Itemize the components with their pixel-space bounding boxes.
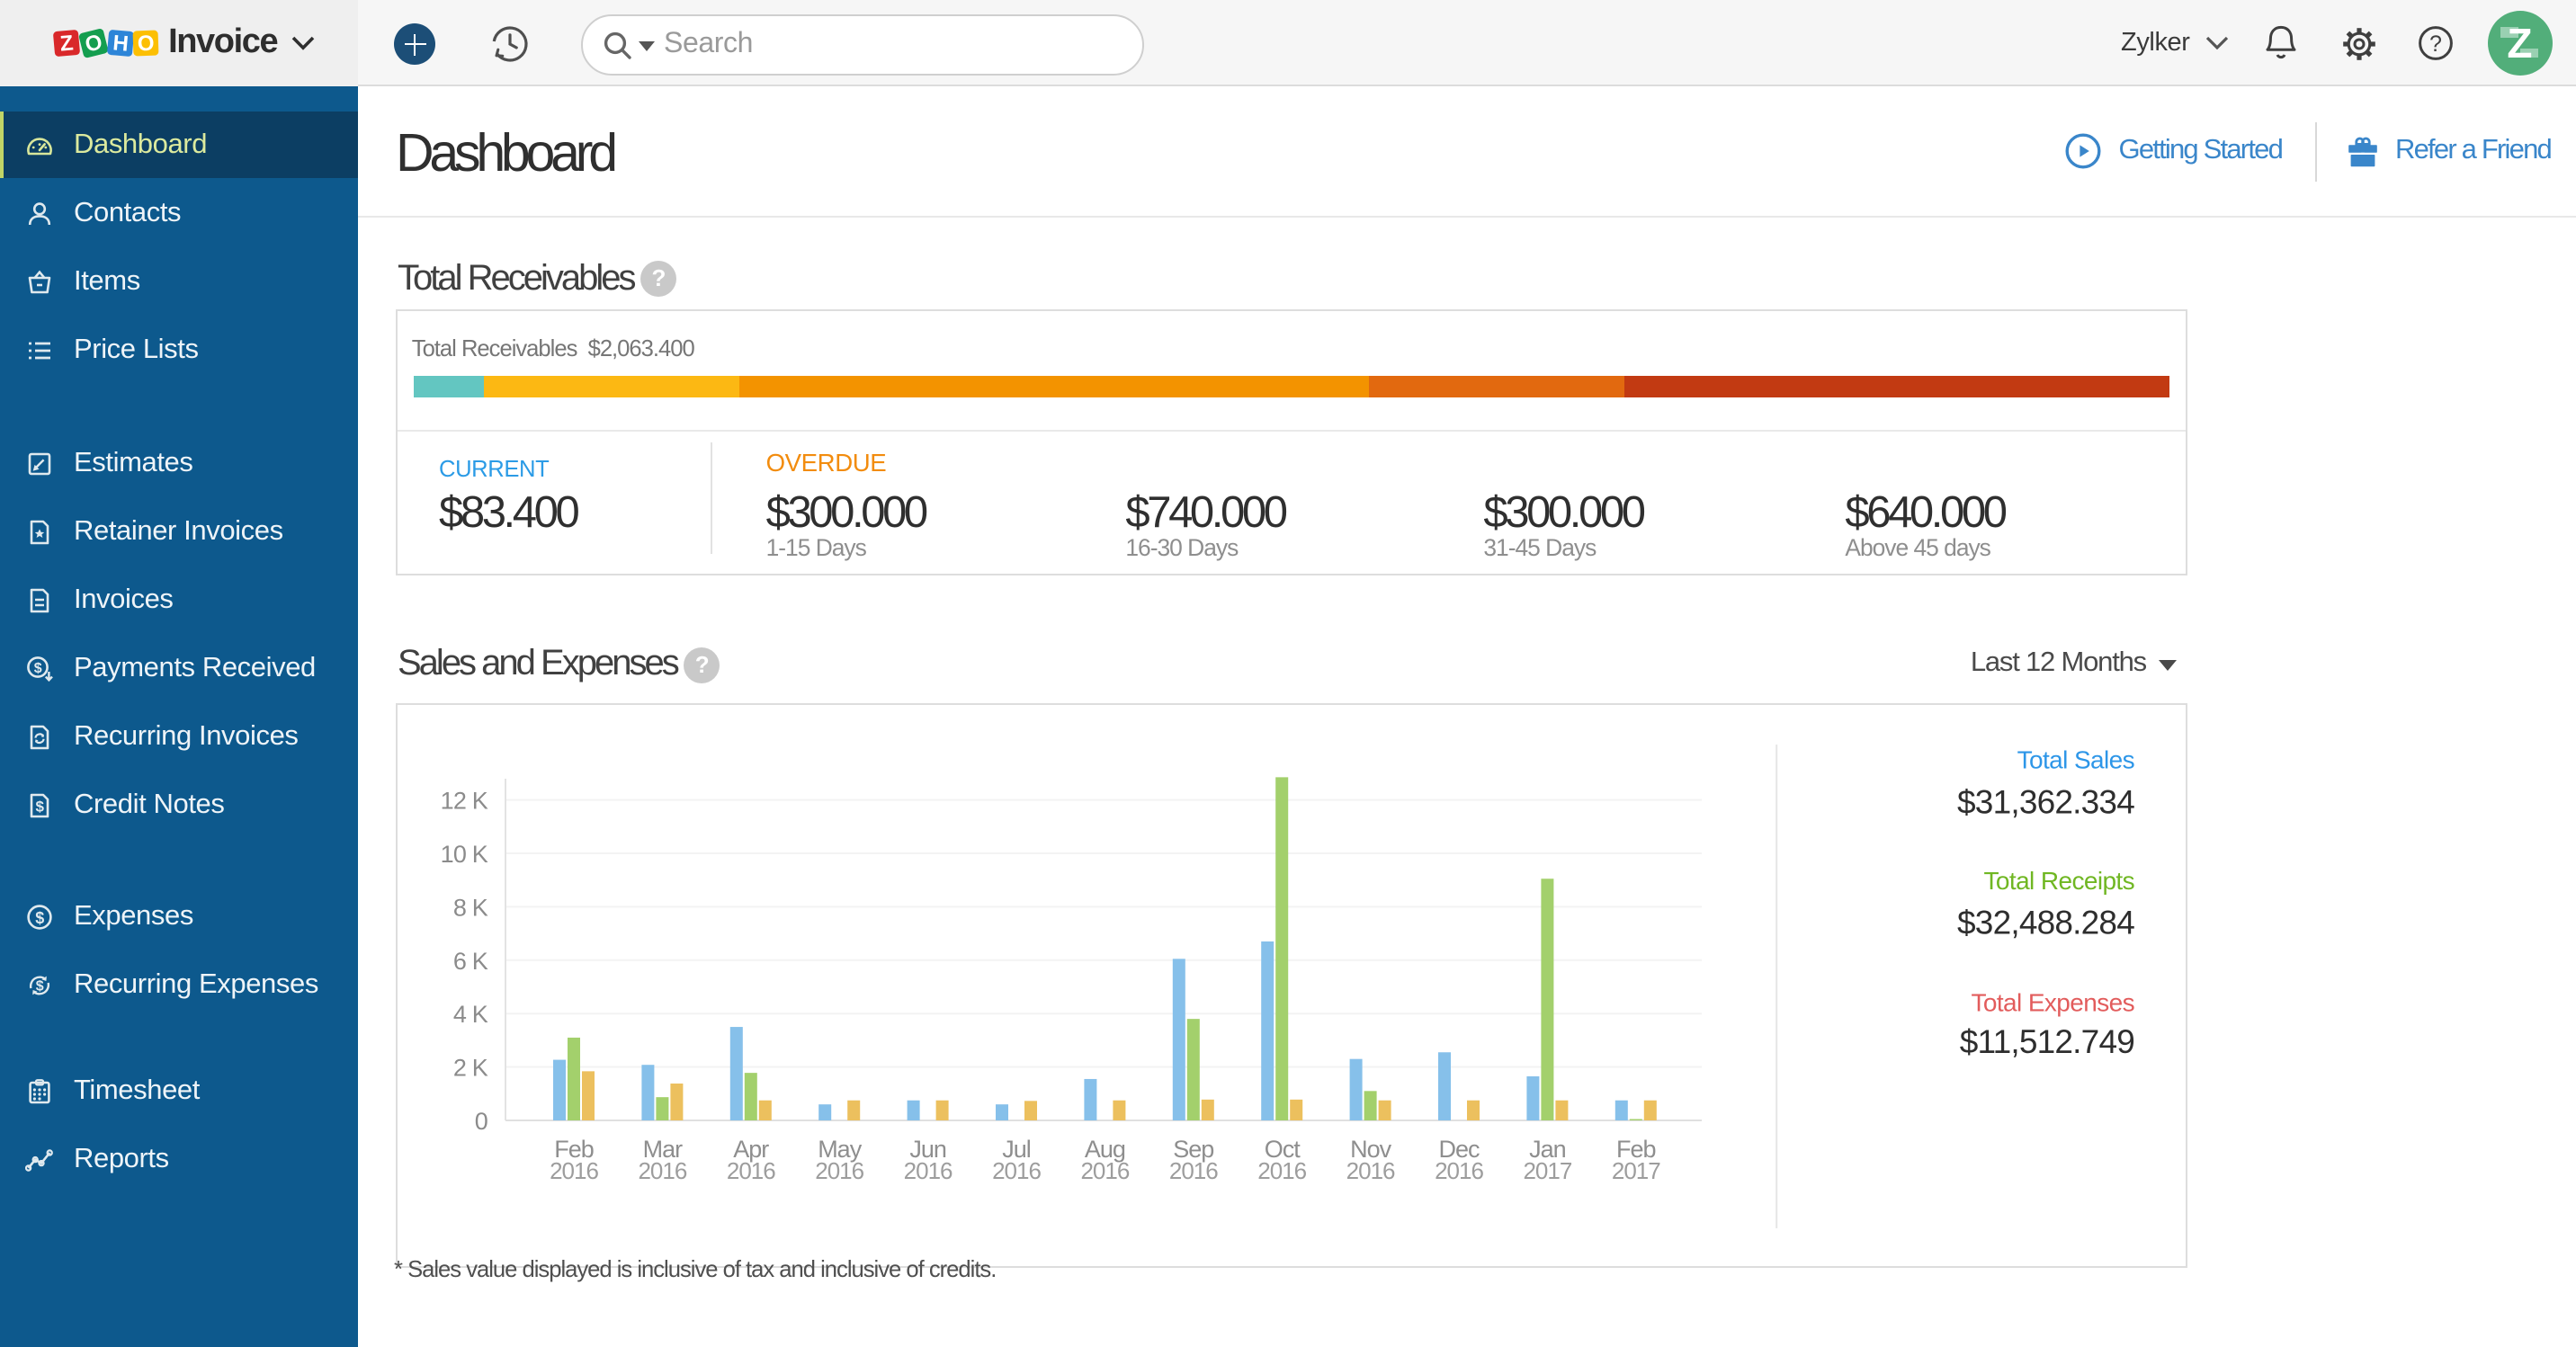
svg-text:10 K: 10 K [441,841,488,868]
svg-text:4 K: 4 K [453,1001,488,1028]
svg-text:Sep: Sep [1173,1136,1213,1163]
svg-text:Total Expenses: Total Expenses [1972,989,2135,1017]
svg-text:$: $ [35,797,44,814]
svg-text:Apr: Apr [733,1136,769,1163]
svg-text:?: ? [2429,31,2442,57]
svg-text:$32,488.284: $32,488.284 [1957,905,2134,941]
svg-text:2016: 2016 [992,1157,1041,1184]
svg-text:$: $ [35,909,44,927]
svg-text:2 K: 2 K [453,1055,488,1082]
svg-text:May: May [818,1136,863,1163]
svg-text:Nov: Nov [1350,1136,1392,1163]
svg-text:Aug: Aug [1085,1136,1125,1163]
svg-text:12 K: 12 K [441,788,488,815]
svg-text:8 K: 8 K [453,894,488,921]
svg-text:$11,512.749: $11,512.749 [1960,1023,2134,1060]
svg-text:$31,362.334: $31,362.334 [1957,784,2134,821]
svg-text:2017: 2017 [1612,1157,1660,1184]
svg-text:2016: 2016 [550,1157,598,1184]
svg-text:Jun: Jun [909,1136,946,1163]
svg-text:2016: 2016 [1080,1157,1129,1184]
svg-text:2016: 2016 [1435,1157,1483,1184]
svg-text:2016: 2016 [638,1157,686,1184]
svg-text:Oct: Oct [1265,1136,1301,1163]
svg-text:6 K: 6 K [453,948,488,975]
svg-text:Total Sales: Total Sales [2017,745,2134,773]
svg-text:2017: 2017 [1523,1157,1571,1184]
svg-text:Feb: Feb [1616,1136,1656,1163]
svg-text:Total Receipts: Total Receipts [1984,867,2134,895]
svg-text:Feb: Feb [554,1136,594,1163]
svg-text:2016: 2016 [904,1157,953,1184]
svg-text:2016: 2016 [815,1157,863,1184]
svg-text:$: $ [34,660,42,675]
svg-text:Jan: Jan [1529,1136,1566,1163]
svg-text:$: $ [36,979,44,995]
svg-text:Jul: Jul [1002,1136,1031,1163]
svg-text:2016: 2016 [1346,1157,1395,1184]
svg-text:2016: 2016 [1169,1157,1218,1184]
svg-text:0: 0 [475,1108,487,1135]
svg-text:2016: 2016 [1257,1157,1306,1184]
svg-text:Mar: Mar [643,1136,684,1163]
svg-text:Dec: Dec [1438,1136,1480,1163]
svg-text:2016: 2016 [727,1157,775,1184]
